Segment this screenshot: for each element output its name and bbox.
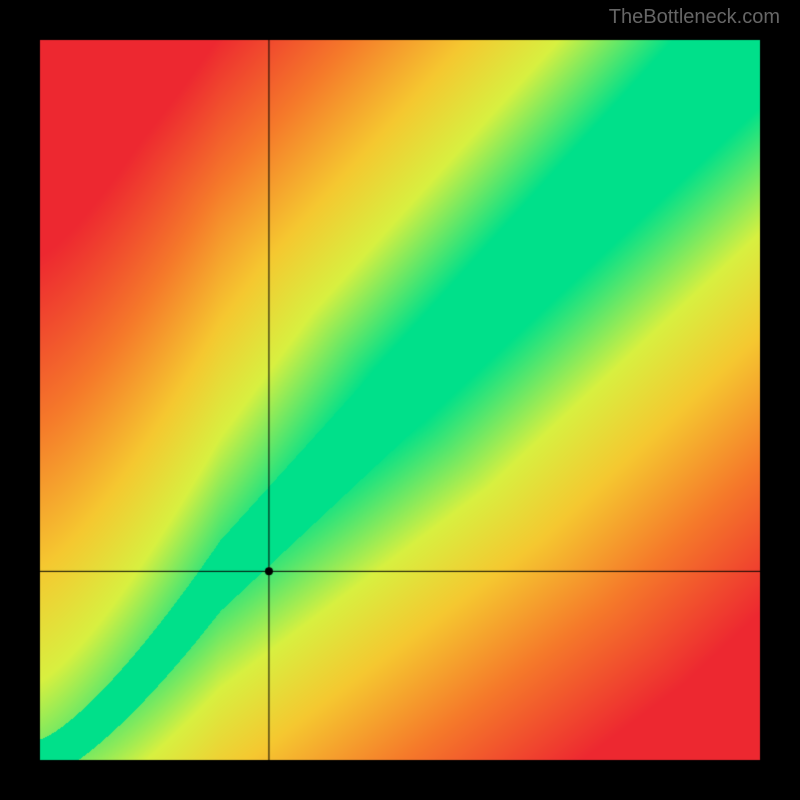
chart-container: TheBottleneck.com	[0, 0, 800, 800]
bottleneck-heatmap	[0, 0, 800, 800]
watermark-text: TheBottleneck.com	[609, 6, 780, 29]
